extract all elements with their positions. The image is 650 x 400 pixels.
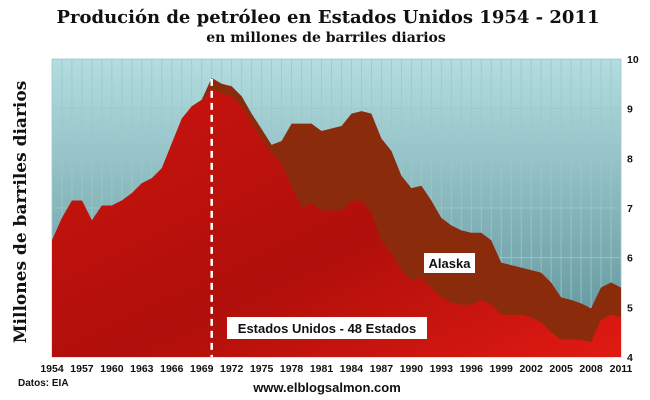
alaska-label-text: Alaska	[429, 256, 472, 271]
y-tick-label: 5	[627, 302, 633, 314]
x-tick-label: 1960	[100, 363, 124, 375]
x-tick-label: 1978	[280, 363, 304, 375]
x-tick-label: 1987	[370, 363, 394, 375]
y-tick-label: 10	[627, 54, 639, 66]
y-tick-label: 7	[627, 203, 633, 215]
x-tick-label: 1999	[490, 363, 514, 375]
x-tick-label: 1957	[70, 363, 94, 375]
website-credit: www.elblogsalmon.com	[252, 380, 401, 395]
y-tick-label: 6	[627, 253, 633, 265]
x-tick-label: 2002	[519, 363, 543, 375]
x-tick-label: 1984	[340, 363, 364, 375]
lower48-label: Estados Unidos - 48 Estados	[227, 317, 427, 339]
x-tick-label: 1969	[190, 363, 214, 375]
x-tick-label: 2011	[610, 363, 633, 375]
y-tick-label: 9	[627, 104, 633, 116]
x-tick-label: 1963	[130, 363, 154, 375]
y-tick-label: 8	[627, 153, 633, 165]
y-tick-label: 4	[627, 352, 633, 364]
x-axis-ticks: 1954 1957 1960 1963 1966 1969 1972 1975 1978 1981…	[40, 363, 632, 375]
x-tick-label: 1996	[460, 363, 484, 375]
source-note: Datos: EIA	[18, 378, 69, 389]
y-axis-ticks: 4 5 6 7 8 9 10	[627, 54, 639, 364]
chart-title: Produción de petróleo en Estados Unidos …	[56, 7, 599, 28]
x-tick-label: 1975	[250, 363, 274, 375]
x-tick-label: 1966	[160, 363, 184, 375]
lower48-area	[52, 88, 621, 358]
x-tick-label: 2005	[549, 363, 573, 375]
y-axis-label: Millones de barriles diarios	[11, 81, 31, 344]
stacked-areas	[52, 77, 621, 358]
x-tick-label: 1993	[430, 363, 454, 375]
alaska-label: Alaska	[424, 253, 475, 273]
x-tick-label: 1954	[40, 363, 64, 375]
lower48-label-text: Estados Unidos - 48 Estados	[238, 321, 416, 336]
chart-subtitle: en millones de barriles diarios	[206, 30, 446, 46]
x-tick-label: 1990	[400, 363, 424, 375]
x-tick-label: 1972	[220, 363, 244, 375]
x-tick-label: 1981	[310, 363, 334, 375]
x-tick-label: 2008	[579, 363, 603, 375]
